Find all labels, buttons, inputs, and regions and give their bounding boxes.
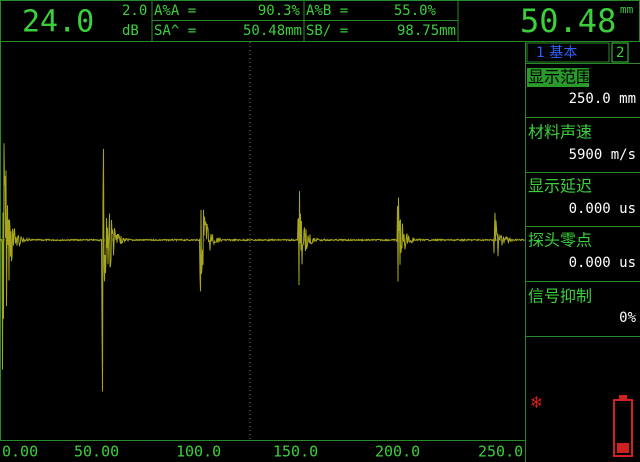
reading-label: A%A = xyxy=(154,3,196,19)
gain-step: 2.0 xyxy=(122,3,147,19)
main-value: 50.48 xyxy=(520,2,616,40)
reading-value: 55.0% xyxy=(394,3,437,19)
main-unit: mm xyxy=(620,3,634,16)
tab-frame[interactable] xyxy=(611,42,629,63)
gain: 24.0 xyxy=(22,5,94,40)
battery-level xyxy=(617,443,629,453)
item-highlight xyxy=(527,68,589,87)
reading-label: A%B = xyxy=(306,3,348,19)
menu-value[interactable]: 0.000 us xyxy=(569,255,636,271)
reading-value: 50.48mm xyxy=(243,23,302,39)
tab[interactable]: 2 xyxy=(616,45,624,61)
menu-value[interactable]: 0.000 us xyxy=(569,201,636,217)
menu-value[interactable]: 5900 m/s xyxy=(569,147,636,163)
gain-unit: dB xyxy=(122,23,139,39)
menu-label[interactable]: 材料声速 xyxy=(528,123,592,142)
x-label: 0.00 xyxy=(2,443,38,461)
reading-value: 98.75mm xyxy=(397,23,456,39)
x-label: 100.0 xyxy=(176,443,221,461)
x-label: 50.00 xyxy=(74,443,119,461)
x-label: 200.0 xyxy=(375,443,420,461)
reading-label: SB/ = xyxy=(306,23,348,39)
menu-label[interactable]: 显示延迟 xyxy=(528,177,592,196)
menu-label[interactable]: 显示范围 xyxy=(528,68,592,87)
tab[interactable]: 1 基本 xyxy=(536,44,577,61)
menu-value[interactable]: 250.0 mm xyxy=(569,91,636,107)
menu-value[interactable]: 0% xyxy=(619,310,636,326)
x-label: 250.0 xyxy=(478,443,523,461)
battery-cap xyxy=(619,395,627,400)
freeze-icon: ❄ xyxy=(531,392,542,413)
tab-active[interactable] xyxy=(526,42,610,63)
waveform xyxy=(0,143,525,392)
x-label: 150.0 xyxy=(273,443,318,461)
reading-label: SA^ = xyxy=(154,23,196,39)
menu-label[interactable]: 信号抑制 xyxy=(528,287,592,306)
reading-value: 90.3% xyxy=(258,3,301,19)
menu-label[interactable]: 探头零点 xyxy=(528,231,592,250)
